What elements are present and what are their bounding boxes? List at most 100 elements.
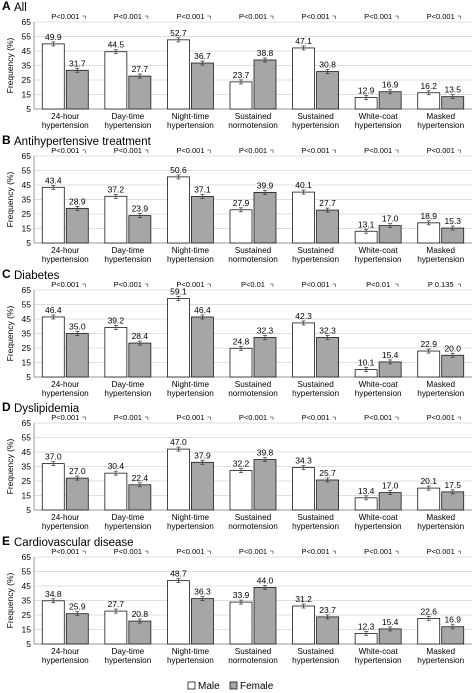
p-value-label: P<0.001 (301, 413, 329, 422)
p-value-label: P<0.001 (427, 547, 455, 556)
value-label-male: 50.6 (170, 165, 187, 175)
p-value-label: P<0.001 (114, 146, 142, 155)
p-value-label: P<0.001 (364, 146, 392, 155)
bar-male (41, 463, 65, 511)
value-label-female: 38.8 (257, 48, 274, 58)
bar-female (191, 316, 214, 378)
value-label-male: 22.6 (420, 606, 437, 616)
y-tick-label: 65 (22, 418, 32, 428)
legend-swatch-male (187, 681, 196, 690)
x-tick-label: Sustained (297, 112, 334, 121)
x-tick-label: White-coat (359, 647, 399, 656)
x-tick-label: hypertension (104, 255, 151, 264)
p-value-label: P<0.001 (364, 413, 392, 422)
y-axis-label: Frequency (%) (5, 37, 15, 93)
bar-female (128, 342, 152, 378)
value-label-female: 17.0 (382, 481, 399, 491)
p-value-label: P<0.001 (427, 413, 455, 422)
p-value-label: P<0.001 (364, 12, 392, 21)
bar-female (128, 215, 152, 244)
x-tick-label: Masked (426, 112, 455, 121)
x-tick-label: hypertension (292, 389, 339, 398)
value-label-male: 12.3 (358, 621, 375, 631)
bar-male (229, 601, 253, 645)
value-label-female: 16.9 (444, 615, 461, 625)
y-tick-label: 45 (22, 447, 32, 457)
bar-male (417, 350, 441, 378)
p-value-label: P<0.001 (427, 146, 455, 155)
y-tick-label: 35 (22, 596, 32, 606)
bar-male (417, 618, 441, 645)
x-tick-label: White-coat (359, 112, 399, 121)
y-tick-label: 25 (22, 75, 32, 85)
value-label-male: 22.9 (420, 339, 437, 349)
value-label-female: 37.1 (194, 184, 211, 194)
value-label-female: 25.9 (69, 602, 86, 612)
bar-female (253, 459, 277, 511)
value-label-male: 30.4 (108, 461, 125, 471)
x-tick-label: Day-time (111, 112, 144, 121)
y-tick-label: 15 (22, 358, 32, 368)
value-label-male: 59.1 (170, 287, 187, 297)
p-value-label: P<0.001 (427, 12, 455, 21)
bar-male (292, 191, 315, 244)
value-label-male: 31.2 (295, 594, 312, 604)
panel-title: Antihypertensive treatment (14, 136, 152, 148)
bar-male (167, 176, 190, 244)
value-label-female: 16.9 (382, 80, 399, 90)
y-tick-label: 35 (22, 61, 32, 71)
x-tick-label: White-coat (359, 513, 399, 522)
value-label-female: 37.9 (194, 450, 211, 460)
bar-female (191, 196, 214, 244)
x-tick-label: hypertension (167, 389, 214, 398)
p-value-label: P<0.001 (239, 547, 267, 556)
p-value-label: P<0.001 (114, 280, 142, 289)
p-value-label: P<0.001 (239, 146, 267, 155)
x-tick-label: 24-hour (51, 246, 79, 255)
x-tick-label: Sustained (235, 513, 272, 522)
value-label-male: 43.4 (45, 175, 62, 185)
p-value-label: P<0.001 (51, 280, 79, 289)
x-tick-label: hypertension (355, 255, 402, 264)
x-tick-label: hypertension (355, 522, 402, 531)
x-tick-label: hypertension (167, 656, 214, 665)
p-value-label: P 0.135 (428, 280, 454, 289)
y-tick-label: 5 (26, 104, 31, 114)
x-tick-label: hypertension (42, 656, 89, 665)
panel-title: Cardiovascular disease (14, 537, 134, 549)
value-label-female: 25.7 (319, 468, 336, 478)
bar-female (316, 616, 339, 645)
value-label-male: 24.8 (233, 336, 250, 346)
bar-female (316, 71, 339, 110)
bar-female (65, 207, 89, 244)
y-tick-label: 15 (22, 90, 32, 100)
x-tick-label: hypertension (104, 389, 151, 398)
x-tick-label: Masked (426, 513, 455, 522)
value-label-male: 37.0 (45, 452, 62, 462)
y-tick-label: 65 (22, 552, 32, 562)
panel-letter: C (2, 267, 11, 281)
panel-title: Diabetes (14, 270, 60, 282)
bar-female (316, 209, 339, 244)
x-tick-label: Sustained (235, 380, 272, 389)
p-value-label: P<0.001 (176, 547, 204, 556)
bar-female (128, 620, 152, 645)
bar-female (378, 91, 402, 110)
x-tick-label: White-coat (359, 380, 399, 389)
p-value-label: P<0.001 (51, 146, 79, 155)
bar-female (65, 477, 89, 511)
p-value-label: P<0.001 (239, 413, 267, 422)
y-tick-label: 15 (22, 224, 32, 234)
bar-male (229, 81, 253, 110)
value-label-female: 27.7 (319, 198, 336, 208)
x-tick-label: hypertension (417, 522, 464, 531)
value-label-female: 17.5 (444, 480, 461, 490)
bar-male (229, 470, 253, 511)
x-tick-label: Night-time (172, 513, 210, 522)
value-label-female: 23.7 (319, 605, 336, 615)
p-value-label: P<0.01 (241, 280, 265, 289)
p-value-label: P<0.001 (301, 280, 329, 289)
p-value-label: P<0.001 (114, 12, 142, 21)
bar-male (104, 610, 128, 645)
